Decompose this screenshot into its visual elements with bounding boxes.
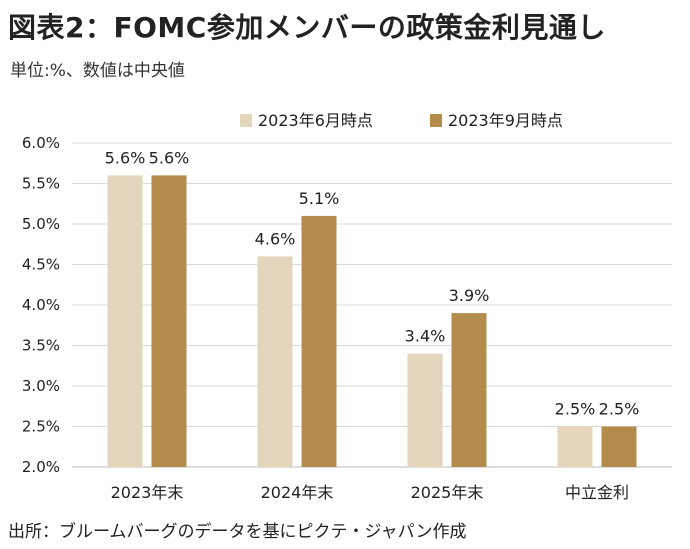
x-category-label: 2025年末 (411, 483, 484, 502)
y-tick-label: 3.5% (22, 337, 60, 355)
data-label: 5.6% (149, 148, 190, 167)
bar-jun-2023 (407, 353, 443, 467)
data-label: 2.5% (555, 400, 596, 419)
bar-sep-2023 (601, 426, 637, 467)
y-tick-label: 4.0% (22, 296, 60, 314)
legend-label: 2023年6月時点 (258, 111, 373, 130)
y-tick-label: 3.0% (22, 377, 60, 395)
legend-swatch (240, 114, 252, 127)
data-label: 2.5% (599, 400, 640, 419)
bar-sep-2023 (151, 175, 187, 467)
bar-jun-2023 (107, 175, 143, 467)
y-tick-label: 2.5% (22, 418, 60, 436)
chart-title: 図表2：FOMC参加メンバーの政策金利見通し (8, 11, 606, 44)
legend-swatch (430, 114, 442, 127)
y-tick-label: 6.0% (22, 134, 60, 152)
data-label: 4.6% (255, 229, 296, 248)
x-category-label: 2024年末 (261, 483, 334, 502)
bar-jun-2023 (557, 426, 593, 467)
source-note: 出所：ブルームバーグのデータを基にピクテ・ジャパン作成 (8, 522, 467, 542)
y-tick-label: 5.0% (22, 215, 60, 233)
data-label: 5.1% (299, 189, 340, 208)
data-label: 5.6% (105, 148, 146, 167)
bar-sep-2023 (301, 215, 337, 467)
data-label: 3.4% (405, 327, 446, 346)
y-tick-label: 4.5% (22, 256, 60, 274)
y-tick-label: 5.5% (22, 175, 60, 193)
unit-note: 単位:%、数値は中央値 (10, 61, 185, 81)
bar-sep-2023 (451, 313, 487, 467)
x-category-label: 中立金利 (565, 483, 629, 502)
y-tick-label: 2.0% (22, 458, 60, 476)
legend-label: 2023年9月時点 (448, 111, 563, 130)
bar-jun-2023 (257, 256, 293, 467)
x-category-label: 2023年末 (111, 483, 184, 502)
data-label: 3.9% (449, 286, 490, 305)
